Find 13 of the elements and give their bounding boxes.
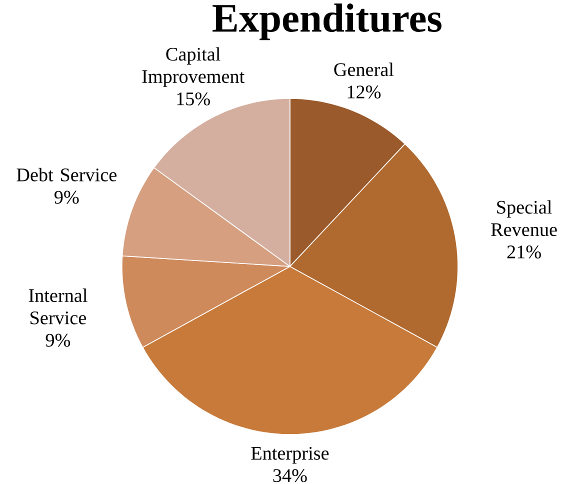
chart-title: Expenditures (212, 3, 442, 40)
data-label: 15% (177, 92, 210, 106)
data-label: 21% (507, 245, 541, 258)
data-label: 9% (46, 334, 70, 347)
slice-label: General (334, 62, 394, 76)
slice-label: Capital Improvement (142, 47, 245, 87)
slice-label: Enterprise (251, 446, 329, 464)
data-label: 34% (273, 469, 307, 482)
data-label: 12% (348, 85, 381, 98)
slice-label: Internal Service (28, 288, 88, 324)
slice-label: Debt Service (16, 168, 116, 182)
data-label: 9% (54, 190, 79, 204)
slice-label: Special Revenue (491, 200, 557, 236)
